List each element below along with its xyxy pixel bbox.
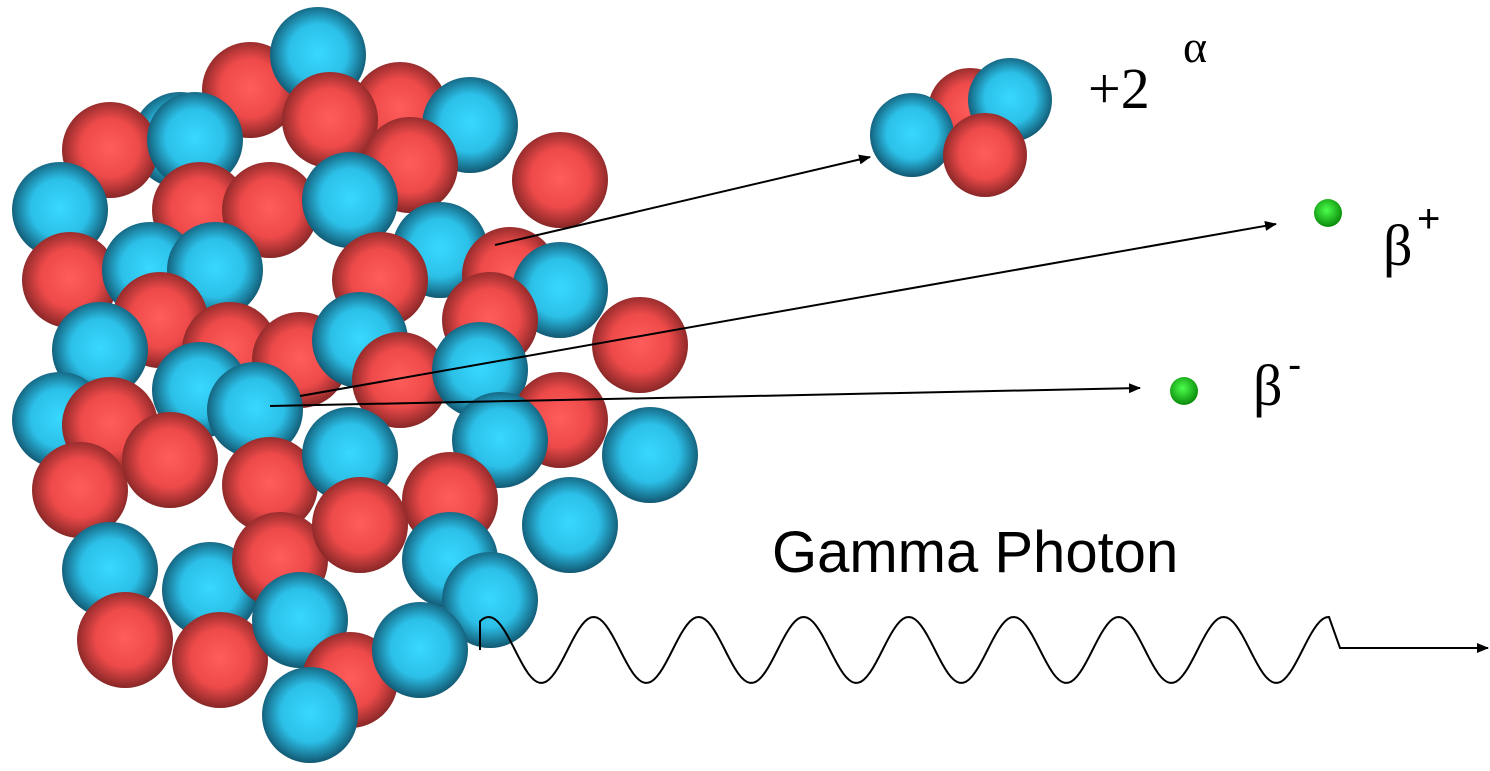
- electron: [1170, 377, 1198, 405]
- beta-minus-symbol: β: [1253, 353, 1283, 418]
- neutron: [602, 407, 698, 503]
- neutron: [262, 667, 358, 763]
- alpha-symbol: α: [1183, 21, 1207, 72]
- gamma-wave: [480, 617, 1488, 683]
- beta-plus-sign: +: [1417, 197, 1440, 241]
- alpha-particle: [870, 58, 1052, 197]
- proton: [77, 592, 173, 688]
- gamma-label: Gamma Photon: [772, 520, 1178, 585]
- alpha-charge: +2: [1088, 56, 1150, 121]
- proton: [312, 477, 408, 573]
- proton: [592, 297, 688, 393]
- neutron: [522, 477, 618, 573]
- beta-minus-sign: -: [1288, 343, 1301, 387]
- proton: [512, 132, 608, 228]
- positron: [1314, 199, 1342, 227]
- decay-diagram: +2 α β + β - Gamma Photon: [0, 0, 1490, 771]
- page: +2 α β + β - Gamma Photon (() => { const…: [0, 0, 1490, 771]
- neutron: [372, 602, 468, 698]
- proton: [122, 412, 218, 508]
- proton: [943, 113, 1027, 197]
- beta-plus-symbol: β: [1383, 213, 1413, 278]
- neutron: [870, 93, 954, 177]
- nucleus: [12, 7, 698, 763]
